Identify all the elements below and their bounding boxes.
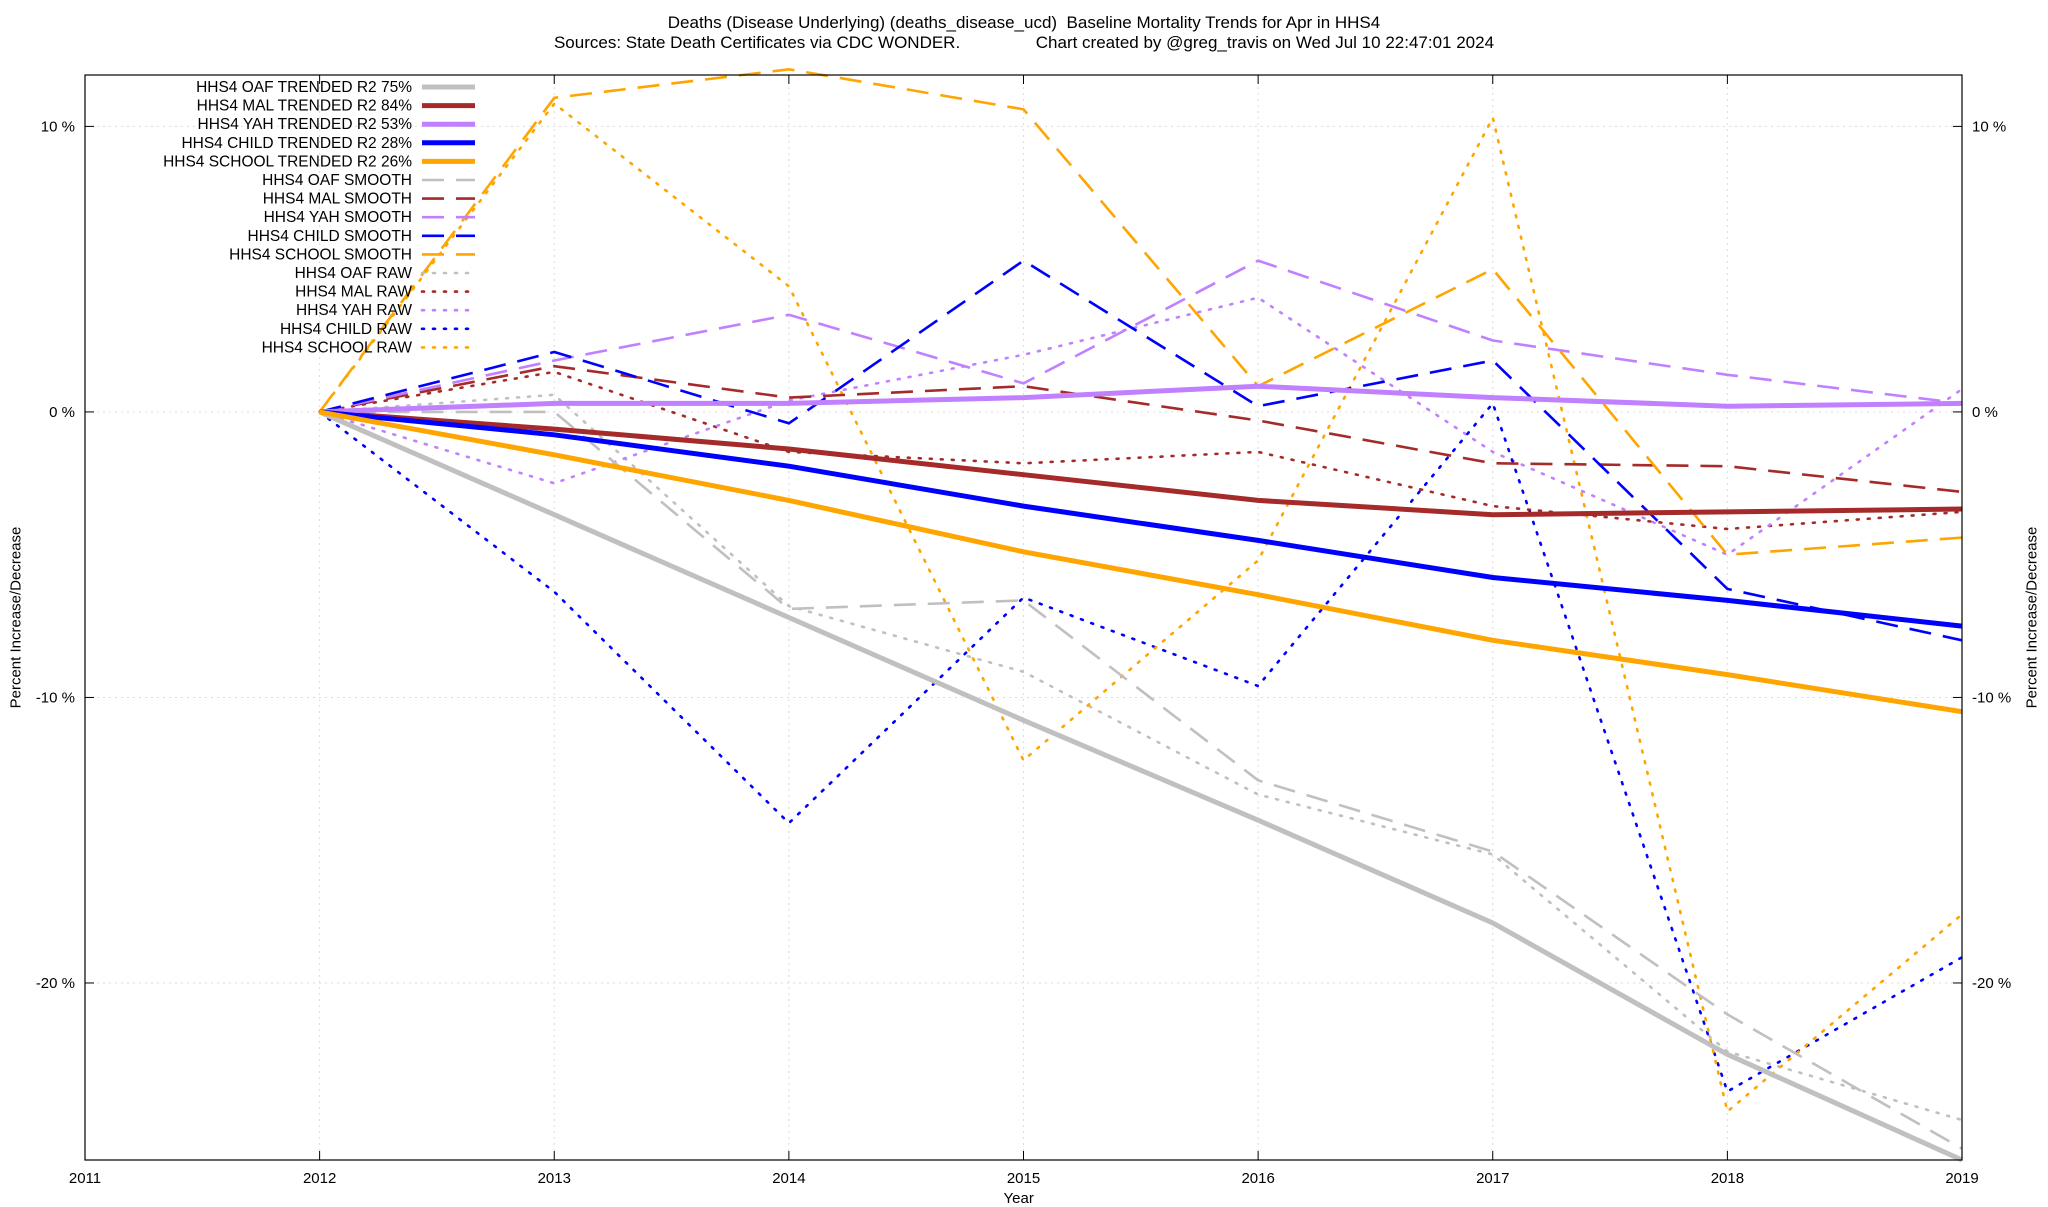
legend-label: HHS4 SCHOOL RAW: [262, 339, 413, 356]
series-line-0: [318, 409, 1964, 1163]
legend-label: HHS4 CHILD SMOOTH: [248, 228, 413, 245]
y-tick-label-right: 10 %: [1972, 118, 2006, 135]
legend-label: HHS4 CHILD TRENDED R2 28%: [181, 135, 412, 152]
x-tick-label: 2011: [69, 1170, 101, 1187]
x-tick-label: 2017: [1476, 1170, 1509, 1187]
series-line-8: [319, 259, 1963, 642]
plot-frame: [84, 74, 1963, 1161]
y-axis-label-right: Percent Increase/Decrease: [2023, 526, 2041, 708]
x-tick-label: 2012: [303, 1170, 336, 1187]
legend-label: HHS4 MAL TRENDED R2 84%: [197, 98, 413, 115]
series-line-13: [318, 400, 1964, 1094]
legend-label: HHS4 CHILD RAW: [280, 321, 412, 338]
series-line-6: [319, 364, 1963, 494]
legend-label: HHS4 YAH TRENDED R2 53%: [198, 116, 413, 133]
y-tick-label-right: -20 %: [1972, 975, 2011, 992]
legend: HHS4 OAF TRENDED R2 75% HHS4 MAL TRENDED …: [163, 79, 477, 356]
series-line-1: [319, 409, 1963, 518]
series-line-9: [318, 67, 1963, 557]
legend-label: HHS4 SCHOOL TRENDED R2 26%: [163, 153, 412, 170]
legend-label: HHS4 OAF SMOOTH: [262, 172, 412, 189]
legend-label: HHS4 MAL SMOOTH: [263, 191, 412, 208]
x-tick-label: 2018: [1711, 1170, 1744, 1187]
series-line-3: [319, 409, 1963, 629]
legend-label: HHS4 OAF TRENDED R2 75%: [196, 79, 412, 96]
series-line-5: [319, 410, 1963, 1150]
y-tick-label-left: 0 %: [49, 404, 75, 421]
series-line-10: [318, 393, 1964, 1122]
x-tick-label: 2014: [772, 1170, 805, 1187]
chart-subtitle: Sources: State Death Certificates via CD…: [553, 33, 1495, 52]
legend-label: HHS4 OAF RAW: [295, 265, 413, 282]
series-line-4: [319, 409, 1963, 715]
y-tick-label-left: -20 %: [36, 975, 75, 992]
legend-label: HHS4 YAH SMOOTH: [264, 209, 412, 226]
legend-label: HHS4 YAH RAW: [296, 302, 412, 319]
series-layer: [318, 67, 1964, 1163]
y-tick-label-right: -10 %: [1972, 689, 2011, 706]
y-tick-label-left: 10 %: [41, 118, 75, 135]
series-line-2: [319, 383, 1963, 415]
series-line-11: [318, 370, 1964, 531]
axis-layer: 2011 2012 2013 2014 2015 2016 2017 2018 2019 10 %…: [36, 74, 2011, 1187]
legend-label: HHS4 SCHOOL SMOOTH: [229, 246, 412, 263]
y-axis-label-left: Percent Increase/Decrease: [7, 526, 25, 708]
x-axis-label: Year: [1003, 1190, 1034, 1207]
x-tick-label: 2013: [538, 1170, 571, 1187]
chart-title: Deaths (Disease Underlying) (deaths_dise…: [667, 13, 1381, 32]
legend-label: HHS4 MAL RAW: [295, 284, 412, 301]
x-tick-label: 2015: [1007, 1170, 1040, 1187]
y-tick-label-left: -10 %: [36, 689, 75, 706]
series-line-7: [319, 259, 1963, 414]
x-tick-label: 2019: [1945, 1170, 1978, 1187]
y-tick-label-right: 0 %: [1972, 404, 1998, 421]
series-line-14: [318, 101, 1964, 1114]
series-line-12: [318, 296, 1964, 557]
x-tick-label: 2016: [1241, 1170, 1274, 1187]
